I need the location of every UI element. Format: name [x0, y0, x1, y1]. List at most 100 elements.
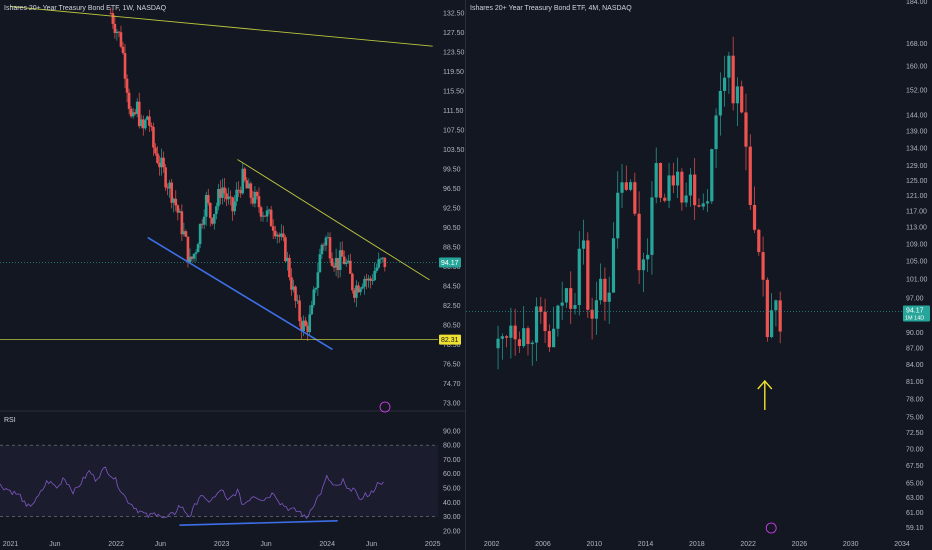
price-axis-tick: 63.00 [906, 495, 924, 502]
candle-body [320, 244, 324, 255]
candle-body [198, 223, 202, 245]
candle-body [251, 197, 255, 204]
candle-body [379, 258, 383, 260]
candle-body [564, 288, 569, 303]
candle-body [680, 171, 684, 203]
price-axis-tick: 82.50 [443, 303, 461, 310]
candle-body [302, 320, 305, 331]
candle-body [121, 46, 125, 54]
rsi-axis-tick: 70.00 [443, 457, 461, 464]
candle-body [255, 192, 259, 197]
candle-body [211, 217, 214, 224]
trendline [237, 159, 430, 281]
candle-body [369, 278, 372, 281]
candle-body [744, 112, 748, 147]
candle-body [770, 310, 774, 338]
candle-body [752, 204, 757, 230]
candle-body [265, 210, 269, 217]
candle-body [774, 300, 778, 311]
candle-body [607, 292, 611, 302]
weekly-chart-canvas[interactable]: 132.50 127.50 123.50 119.50 115.50 111.50 107.… [0, 0, 466, 550]
candle-body [146, 116, 149, 120]
price-axis-tick: 76.50 [443, 362, 461, 369]
panel-divider[interactable] [465, 0, 466, 550]
price-axis-tick: 81.00 [906, 379, 924, 386]
candle-body [135, 101, 139, 114]
candle-body [603, 278, 607, 302]
candle-body [365, 278, 368, 281]
rsi-label: RSI [4, 417, 16, 424]
candle-body [714, 115, 718, 150]
candle-body [267, 209, 271, 211]
candle-body [624, 182, 628, 190]
candle-body [166, 187, 169, 189]
candle-body [357, 285, 360, 293]
candle-body [194, 252, 198, 254]
trendline [10, 6, 433, 47]
candle-body [363, 278, 366, 287]
candle-body [731, 55, 735, 104]
price-axis-tick: 125.00 [906, 178, 928, 185]
candle-body [186, 236, 190, 263]
candle-body [675, 171, 680, 186]
price-axis-tick: 168.00 [906, 41, 928, 48]
candle-body [560, 302, 564, 306]
candle-body [227, 196, 230, 200]
candle-body [123, 53, 127, 79]
price-axis-tick: 73.00 [443, 401, 461, 408]
candle-body [332, 265, 336, 268]
price-axis-tick: 74.70 [443, 381, 461, 388]
last-price-badge [439, 257, 461, 268]
candle-body [338, 250, 342, 271]
price-axis-tick: 105.00 [906, 259, 928, 266]
rsi-axis-tick: 90.00 [443, 428, 461, 435]
price-axis-tick: 92.50 [443, 206, 461, 213]
price-axis-tick: 61.00 [906, 510, 924, 517]
candle-body [196, 244, 200, 253]
candle-body [616, 192, 620, 239]
four-month-chart-title: Ishares 20+ Year Treasury Bond ETF, 4M, … [470, 5, 632, 12]
candle-body [336, 258, 340, 271]
candle-body [735, 86, 740, 104]
candle-body [269, 209, 273, 227]
candle-body [113, 23, 117, 34]
candle-body [200, 223, 204, 225]
candle-body [225, 193, 228, 200]
bar-countdown-label: 1M 14D [905, 316, 924, 322]
candle-body [190, 256, 194, 259]
candle-body [590, 309, 594, 319]
candle-body [351, 273, 354, 291]
candle-body [290, 277, 293, 290]
weekly-chart-panel[interactable]: Ishares 20+ Year Treasury Bond ETF, 1W, … [0, 0, 466, 550]
candle-body [611, 238, 616, 293]
candle-body [526, 328, 530, 345]
price-axis-tick: 97.00 [906, 295, 924, 302]
price-axis-tick: 84.00 [906, 362, 924, 369]
candle-body [346, 260, 350, 263]
candle-body [282, 233, 285, 238]
candle-body [275, 234, 279, 237]
candle-body [748, 146, 752, 205]
candle-body [373, 270, 376, 281]
four-month-chart-panel[interactable]: Ishares 20+ Year Treasury Bond ETF, 4M, … [466, 0, 932, 550]
price-axis-tick: 86.50 [443, 264, 461, 271]
weekly-chart-title: Ishares 20+ Year Treasury Bond ETF, 1W, … [4, 5, 167, 12]
candle-body [253, 192, 257, 204]
candle-body [543, 311, 547, 332]
candle-body [231, 197, 234, 212]
candle-body [172, 198, 176, 203]
candle-body [182, 231, 186, 235]
price-axis-tick: 117.00 [906, 208, 927, 215]
four-month-chart-canvas[interactable]: 184.00 168.00 160.00 152.00 144.00 139.00 134.… [466, 0, 932, 550]
candle-body [174, 198, 178, 206]
time-axis-tick: 2026 [792, 541, 808, 548]
up-arrow-head [757, 379, 773, 390]
candle-body [257, 196, 261, 208]
price-axis-tick: 99.50 [443, 167, 461, 174]
candle-body [765, 279, 769, 338]
candle-body [144, 119, 147, 129]
candle-body [204, 195, 208, 217]
candle-body [740, 86, 744, 113]
time-axis-tick: 2022 [108, 541, 124, 548]
price-axis-tick: 88.50 [443, 245, 461, 252]
